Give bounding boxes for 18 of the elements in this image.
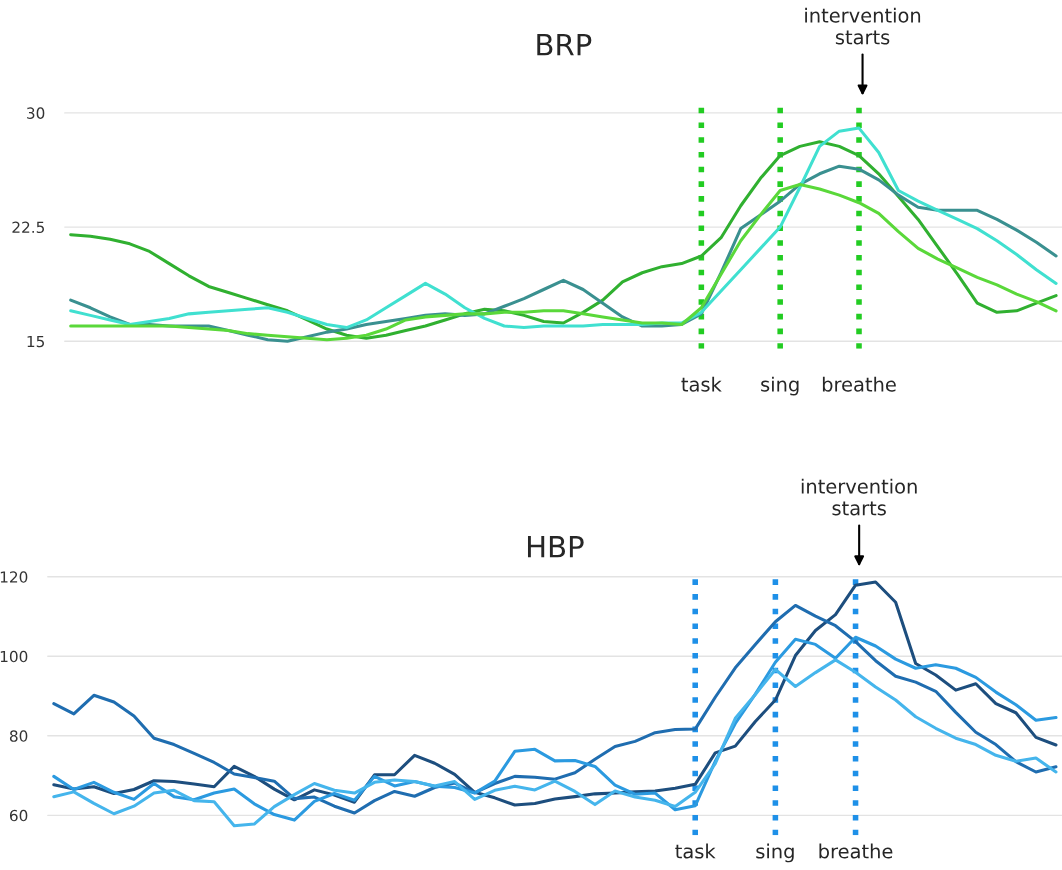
x-tick-label: task bbox=[681, 376, 722, 392]
x-tick-label: breathe bbox=[822, 376, 896, 392]
line-series bbox=[52, 658, 1058, 828]
chart-title: HBP bbox=[527, 536, 584, 558]
y-tick-label: 30 bbox=[27, 107, 45, 119]
y-tick-label: 60 bbox=[9, 809, 28, 822]
x-tick-label: task bbox=[675, 843, 716, 859]
y-tick-label: 100 bbox=[0, 650, 28, 663]
x-tick-label: sing bbox=[761, 376, 799, 396]
x-tick-label: sing bbox=[756, 843, 794, 863]
y-tick-label: 22.5 bbox=[12, 221, 44, 234]
y-tick-label: 80 bbox=[9, 730, 28, 742]
text: intervention starts bbox=[805, 7, 921, 45]
y-tick-label: 120 bbox=[0, 571, 28, 583]
y-tick-label: 15 bbox=[27, 335, 44, 348]
chart-title: BRP bbox=[537, 34, 592, 56]
x-tick-label: breathe bbox=[819, 843, 893, 859]
text: intervention starts bbox=[801, 478, 917, 516]
